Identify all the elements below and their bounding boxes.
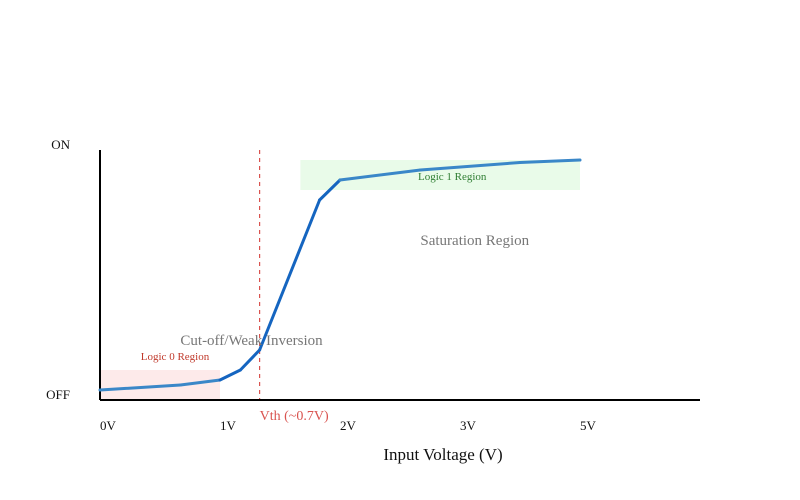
curve-segment xyxy=(218,368,242,382)
threshold-layer: Vth (~0.7V) xyxy=(259,150,329,424)
annotations-layer: Cut-off/Weak Inversion Saturation Region xyxy=(180,233,529,349)
x-tick-label: 3V xyxy=(460,418,477,433)
ticks-layer: 0V 1V 2V 3V 5V OFF ON xyxy=(46,137,596,433)
region-box-1 xyxy=(300,160,580,190)
curve-segment xyxy=(98,383,182,392)
regions-layer: Logic 0 Region Logic 1 Region xyxy=(100,160,580,400)
region-annotation-0: Cut-off/Weak Inversion xyxy=(180,333,323,349)
axes-layer xyxy=(99,150,700,401)
region-label-1: Logic 1 Region xyxy=(418,171,487,183)
curve-segment xyxy=(418,161,522,172)
series-layer xyxy=(98,158,582,392)
curve-segment xyxy=(238,348,262,372)
curve-segment xyxy=(318,178,342,202)
curve-segment xyxy=(258,198,322,352)
x-axis-title: Input Voltage (V) xyxy=(383,445,502,464)
x-tick-label: 1V xyxy=(220,418,237,433)
curve-segment xyxy=(338,168,422,182)
y-tick-label: OFF xyxy=(46,387,70,402)
x-tick-label: 0V xyxy=(100,418,117,433)
x-tick-label: 5V xyxy=(580,418,597,433)
region-label-0: Logic 0 Region xyxy=(141,351,210,363)
x-tick-label: 2V xyxy=(340,418,357,433)
y-tick-label: ON xyxy=(51,137,70,152)
curve-segment xyxy=(518,158,582,164)
region-annotation-1: Saturation Region xyxy=(420,233,529,249)
threshold-voltage-label: Vth (~0.7V) xyxy=(260,409,329,424)
curve-segment xyxy=(178,378,222,387)
